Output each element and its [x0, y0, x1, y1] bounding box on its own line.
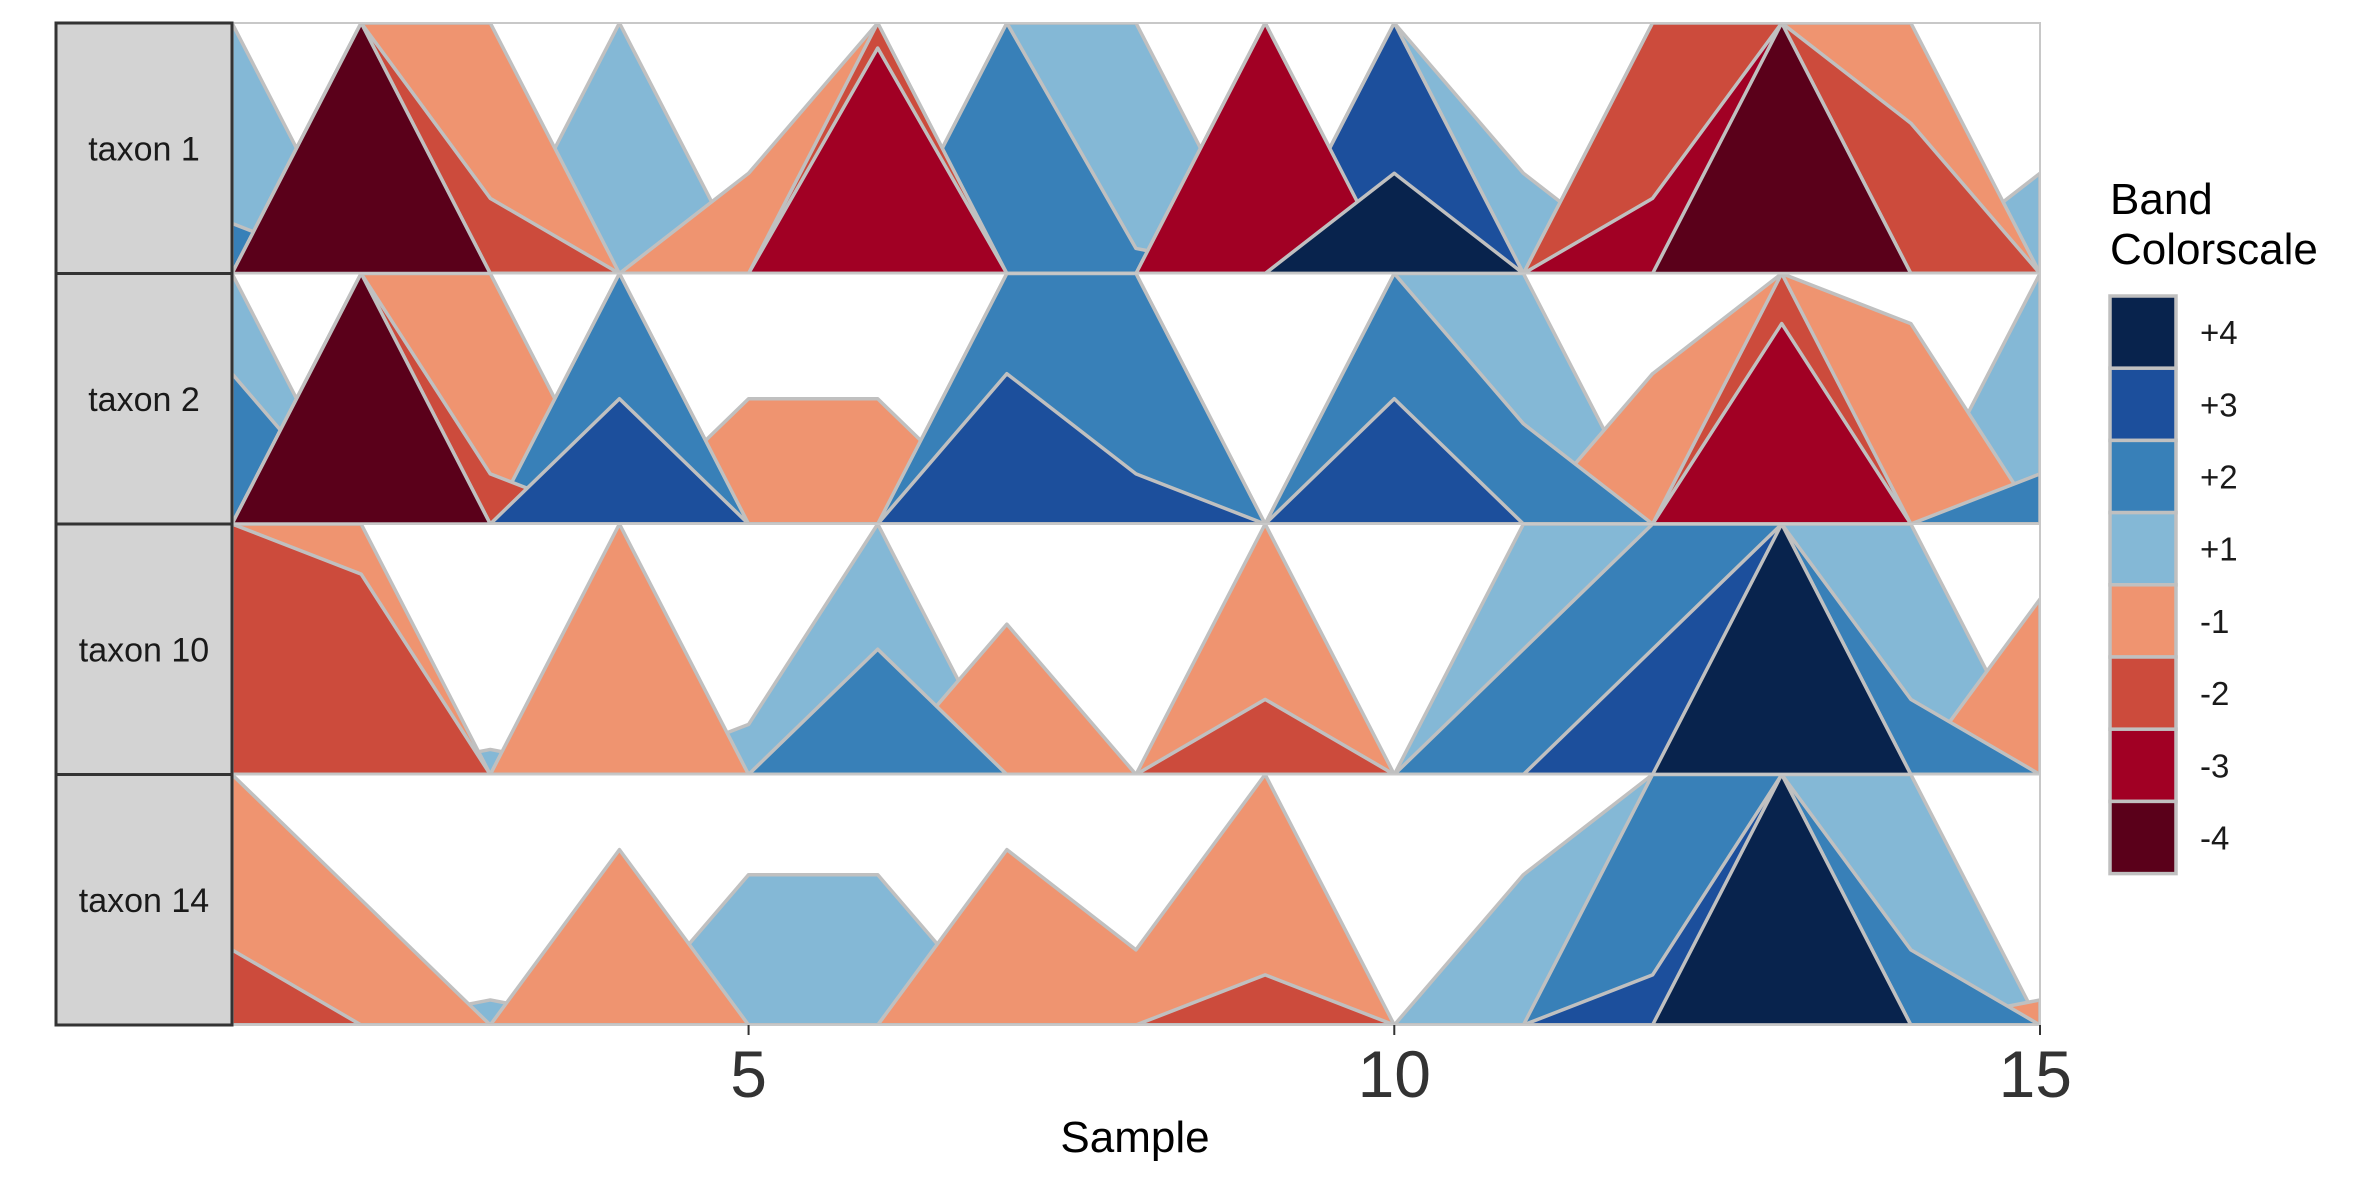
- band-positive-3: [232, 371, 2040, 524]
- x-tick-label: 5: [730, 1037, 767, 1111]
- strip-background: [54, 522, 234, 776]
- x-axis: 5 10 15: [730, 1025, 2072, 1111]
- panel-3: [232, 524, 2040, 775]
- legend-key: [2108, 366, 2178, 443]
- legend-label: -4: [2200, 820, 2229, 857]
- legend-title: Band: [2110, 175, 2213, 224]
- legend-key: [2108, 655, 2178, 731]
- strip-label: taxon 10: [79, 631, 209, 669]
- strip-labels: taxon 1 taxon 2 taxon 10 taxon 14: [54, 21, 234, 1027]
- x-tick-label: 15: [1999, 1037, 2072, 1111]
- legend-key: [2108, 438, 2178, 515]
- legend-key: [2108, 583, 2178, 659]
- legend-title: Colorscale: [2110, 225, 2318, 274]
- panel-1: [232, 23, 2040, 274]
- x-axis-title: Sample: [1060, 1113, 1209, 1162]
- legend-label: -3: [2200, 747, 2229, 784]
- strip-label: taxon 2: [88, 381, 200, 419]
- band-positive-2: [232, 774, 2040, 1025]
- band-negative-4: [232, 273, 2040, 524]
- legend-label: +2: [2200, 459, 2238, 496]
- legend-label: -1: [2200, 603, 2229, 640]
- legend-key: [2108, 510, 2178, 587]
- panel-2: [232, 273, 2040, 524]
- legend-label: +1: [2200, 531, 2238, 568]
- legend-key: [2108, 727, 2178, 804]
- legend-label: +4: [2200, 314, 2238, 351]
- band-positive-4: [232, 774, 2040, 1025]
- band-positive-4: [232, 524, 2040, 775]
- panel-4: [232, 774, 2040, 1025]
- legend-label: +3: [2200, 386, 2238, 423]
- band-positive-2: [232, 23, 2040, 274]
- strip-background: [54, 773, 234, 1027]
- legend-key: [2108, 294, 2178, 370]
- x-tick-label: 10: [1358, 1037, 1431, 1111]
- strip-label: taxon 14: [79, 882, 209, 920]
- legend-label: -2: [2200, 675, 2229, 712]
- strip-label: taxon 1: [88, 130, 200, 168]
- band-negative-2: [232, 524, 2040, 775]
- legend-key: [2108, 799, 2178, 876]
- panels: [231, 22, 2041, 1026]
- strip-background: [54, 272, 234, 526]
- band-negative-4: [232, 23, 2040, 274]
